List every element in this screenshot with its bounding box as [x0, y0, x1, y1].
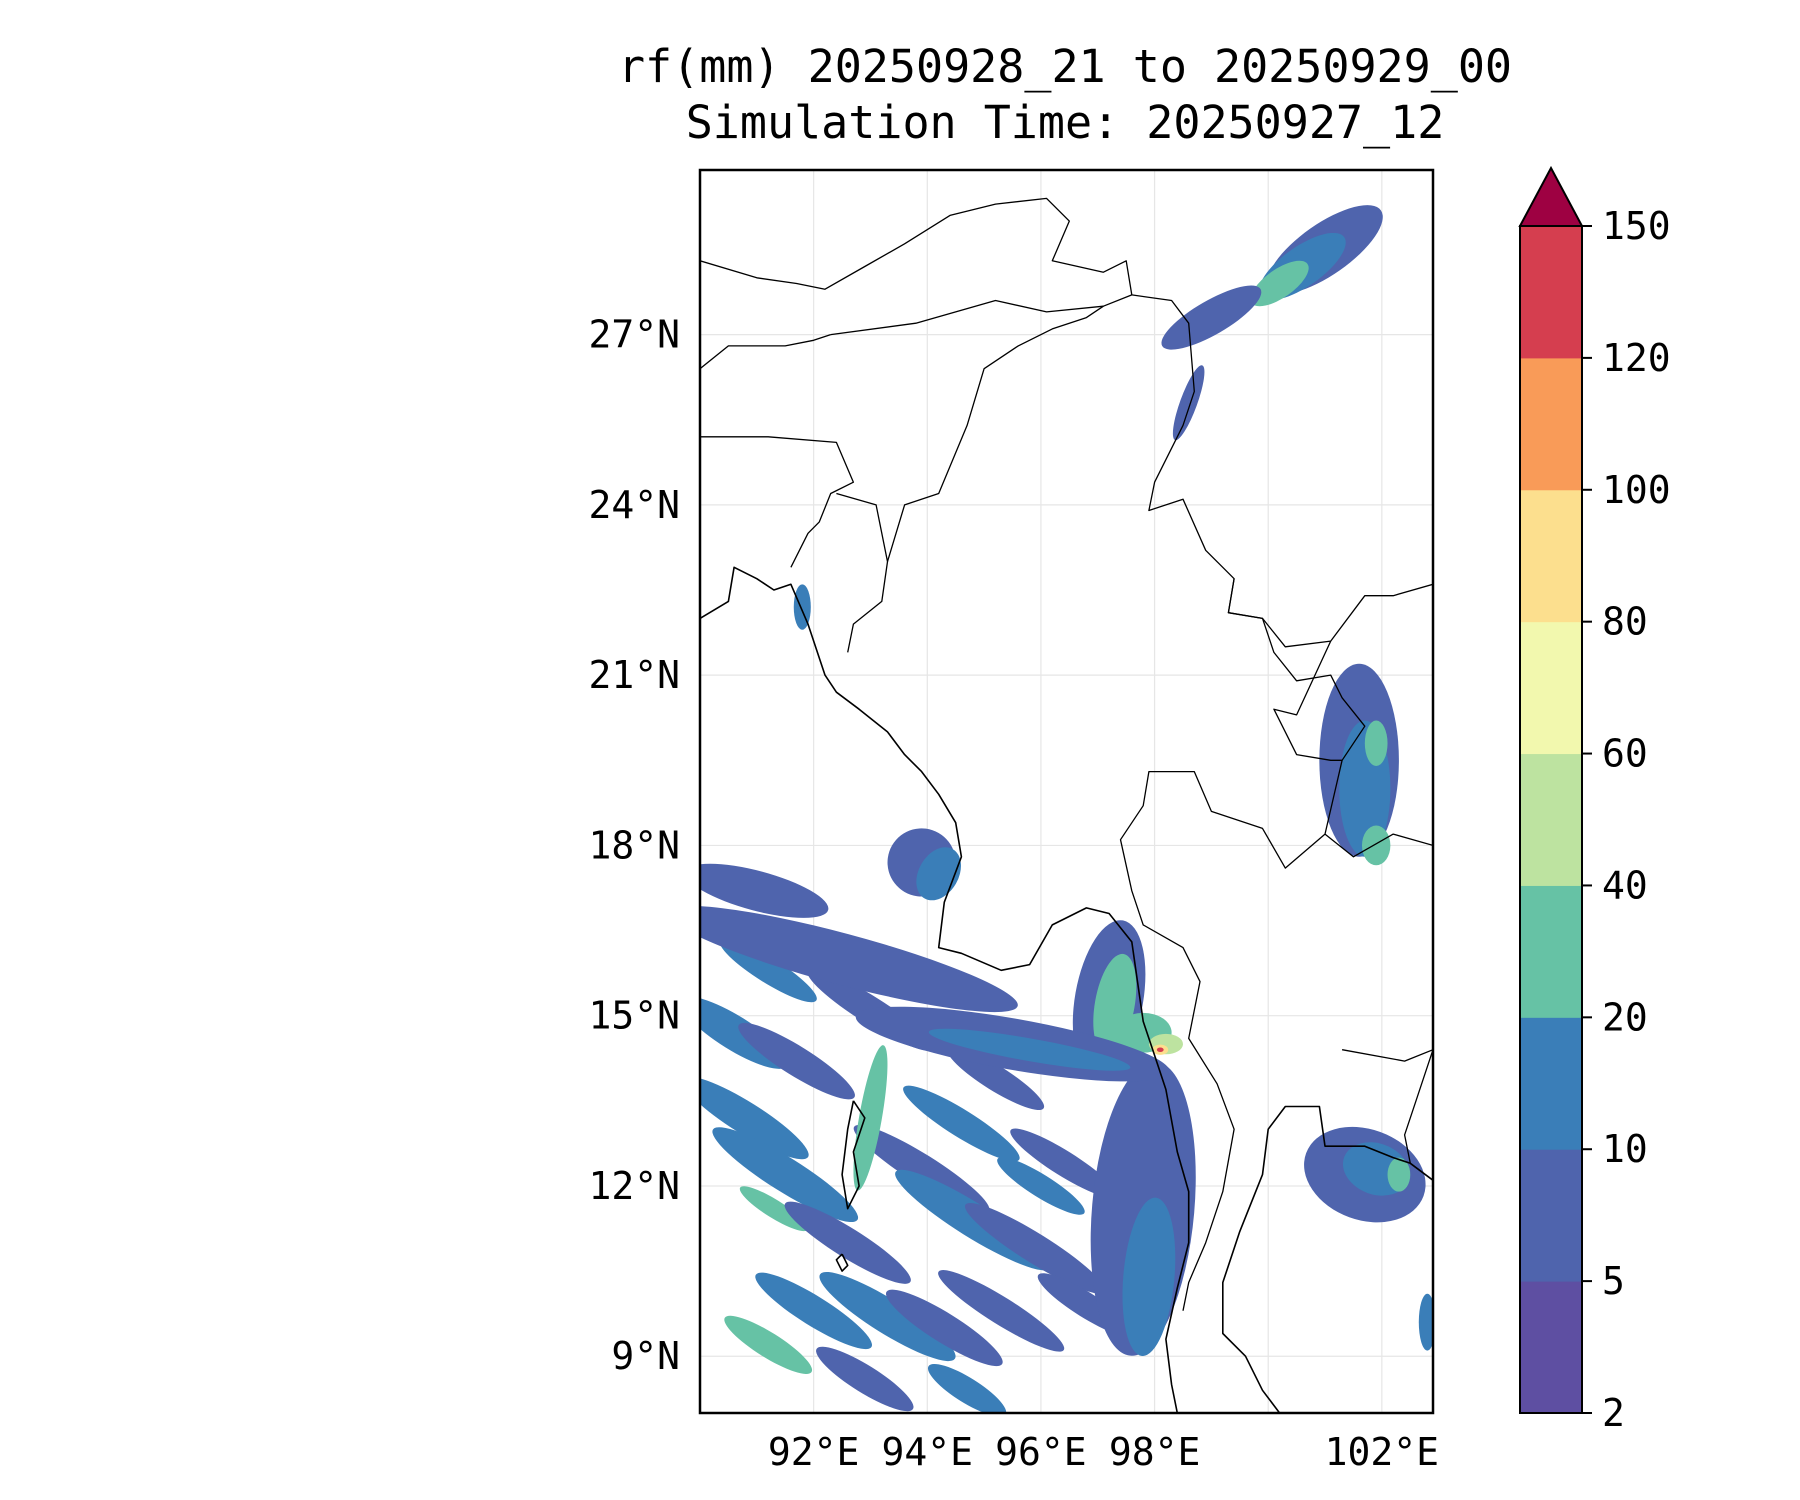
- rain-band: [724, 1315, 813, 1374]
- country-border: [1273, 640, 1343, 761]
- rain-cell: [700, 905, 1018, 1013]
- rain-band: [946, 1046, 1045, 1111]
- rain-band: [738, 1022, 855, 1100]
- rain-cell: [1387, 1157, 1411, 1192]
- lat-tick-label: 9°N: [611, 1334, 680, 1378]
- rain-cell: [793, 584, 811, 630]
- colorbar-tick-label: 80: [1602, 600, 1648, 644]
- rain-cell: [1418, 1293, 1433, 1351]
- rain-cell: [1156, 1047, 1164, 1053]
- coastline: [835, 1253, 849, 1272]
- country-border: [1341, 1049, 1433, 1062]
- country-border: [886, 305, 1104, 562]
- lat-tick-label: 21°N: [588, 653, 680, 697]
- rain-cell: [1161, 285, 1262, 350]
- lat-tick-label: 12°N: [588, 1164, 680, 1208]
- rain-cell: [1364, 720, 1388, 766]
- country-border: [836, 492, 889, 653]
- lat-tick-label: 18°N: [588, 823, 680, 867]
- lon-tick-label: 102°E: [1325, 1430, 1439, 1474]
- country-border: [700, 197, 1433, 648]
- country-border: [1324, 833, 1433, 858]
- lon-tick-label: 98°E: [1109, 1430, 1201, 1474]
- longitude-tick-labels: 92°E 94°E 96°E 98°E 102°E: [768, 1430, 1439, 1474]
- rain-cell: [700, 863, 829, 918]
- map-subtitle: Simulation Time: 20250927_12: [685, 96, 1445, 149]
- colorbar-tick-label: 60: [1602, 732, 1648, 776]
- rain-band: [739, 1186, 808, 1232]
- rain-band: [997, 1157, 1085, 1215]
- colorbar-segment: [1520, 1281, 1582, 1414]
- colorbar-tick-label: 120: [1602, 336, 1671, 380]
- lon-tick-label: 96°E: [995, 1430, 1087, 1474]
- rain-band: [903, 1085, 1020, 1162]
- colorbar-segment: [1520, 753, 1582, 886]
- colorbar-segment: [1520, 1149, 1582, 1282]
- country-border: [700, 436, 855, 568]
- lon-tick-label: 94°E: [882, 1430, 974, 1474]
- rain-band: [700, 1076, 809, 1160]
- colorbar-segment: [1520, 226, 1582, 359]
- rain-band: [927, 1363, 1007, 1413]
- rain-band: [819, 1271, 956, 1362]
- map-frame: [698, 168, 1435, 1415]
- colorbar-tick-label: 150: [1602, 204, 1671, 248]
- latitude-tick-labels: 27°N 24°N 21°N 18°N 15°N 12°N 9°N: [588, 313, 680, 1379]
- country-border: [830, 294, 1133, 336]
- coastline: [1222, 1105, 1433, 1413]
- colorbar-tick-label: 10: [1602, 1127, 1648, 1171]
- colorbar-segment: [1520, 489, 1582, 623]
- rain-band: [784, 1201, 911, 1284]
- map-title: rf(mm) 20250928_21 to 20250929_00: [617, 40, 1513, 93]
- rain-cell: [1122, 1197, 1176, 1356]
- rainfall-field: [700, 205, 1433, 1413]
- rain-cell: [1250, 260, 1309, 307]
- rain-band: [964, 1202, 1106, 1294]
- rain-band: [885, 1289, 1003, 1367]
- rain-cell: [1361, 825, 1391, 866]
- rain-band: [1010, 1128, 1118, 1199]
- colorbar-frame: [1519, 225, 1583, 1414]
- lat-tick-label: 24°N: [588, 483, 680, 527]
- colorbar-segment: [1520, 357, 1582, 491]
- colorbar-segment: [1520, 885, 1582, 1018]
- rain-band: [755, 1272, 872, 1350]
- lat-tick-label: 27°N: [588, 313, 680, 357]
- colorbar-tick-label: 5: [1602, 1259, 1625, 1303]
- rain-cell: [853, 1045, 888, 1191]
- colorbar-extend-arrow: [1518, 165, 1584, 227]
- colorbar-tick-label: 40: [1602, 863, 1648, 907]
- colorbar-tick-label: 20: [1602, 995, 1648, 1039]
- colorbar-segment: [1520, 1017, 1582, 1150]
- coastline: [700, 566, 1190, 1413]
- colorbar-segment: [1520, 621, 1582, 755]
- rain-band: [816, 1346, 914, 1412]
- colorbar-tick-label: 2: [1602, 1391, 1625, 1435]
- lat-tick-label: 15°N: [588, 994, 680, 1038]
- country-border: [1403, 1049, 1433, 1164]
- colorbar-tick-label: 100: [1602, 468, 1671, 512]
- rain-band: [938, 1270, 1065, 1352]
- rain-cell: [1172, 365, 1205, 441]
- country-border: [700, 333, 831, 370]
- lon-tick-label: 92°E: [768, 1430, 860, 1474]
- coastline: [841, 1100, 866, 1210]
- colorbar: 2 5 10 20 40 60 80 100 120 150: [1518, 165, 1671, 1435]
- rain-band: [712, 1127, 859, 1223]
- map-boundaries: [700, 197, 1433, 1413]
- rain-cell: [928, 1028, 1131, 1071]
